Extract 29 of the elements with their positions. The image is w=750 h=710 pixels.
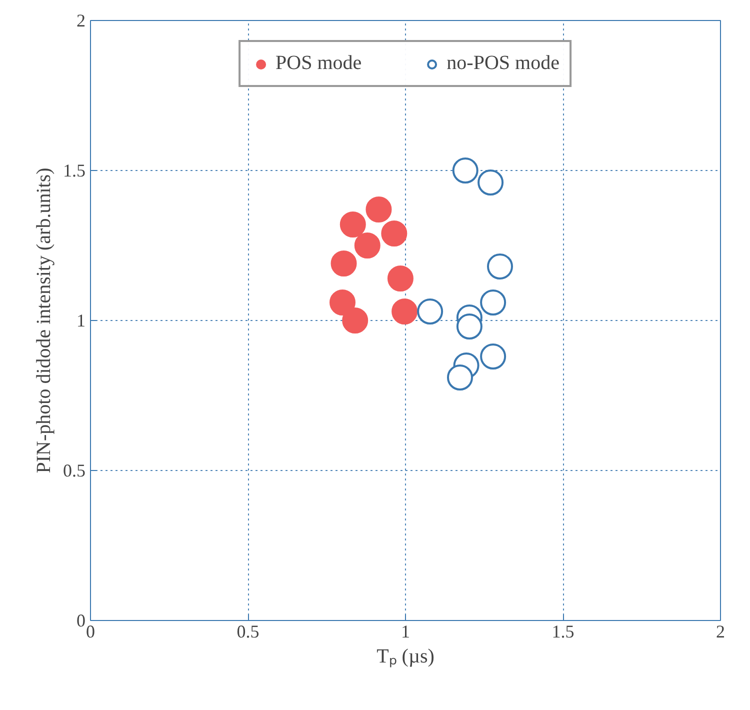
y-tick-label: 1 [76,310,86,330]
point [342,308,368,334]
point [452,158,478,184]
point [330,250,357,276]
point [330,290,356,316]
point [480,290,506,316]
point [446,364,473,390]
point [340,212,366,238]
x-tick-label: 2 [716,622,725,642]
point [417,298,444,324]
point [480,344,506,370]
x-tick-label: 1 [401,622,410,642]
point [392,298,418,324]
x-axis-title: Tₚ (µs) [376,646,434,668]
y-tick-label: 2 [76,10,86,30]
y-tick-label: 0.5 [63,460,86,480]
x-tick-label: 1.5 [552,622,574,642]
point [478,170,504,196]
legend-label: no-POS mode [446,52,560,75]
x-tick-label: 0.5 [236,622,260,642]
y-axis-title: PIN-photo didode intensity (arb.units) [33,168,55,474]
point [487,254,513,280]
point [354,232,380,258]
point [456,314,482,340]
legend-label: POS mode [276,52,362,75]
y-tick-label: 1.5 [63,160,86,180]
point [381,220,408,246]
point [387,266,414,292]
point [366,196,392,222]
